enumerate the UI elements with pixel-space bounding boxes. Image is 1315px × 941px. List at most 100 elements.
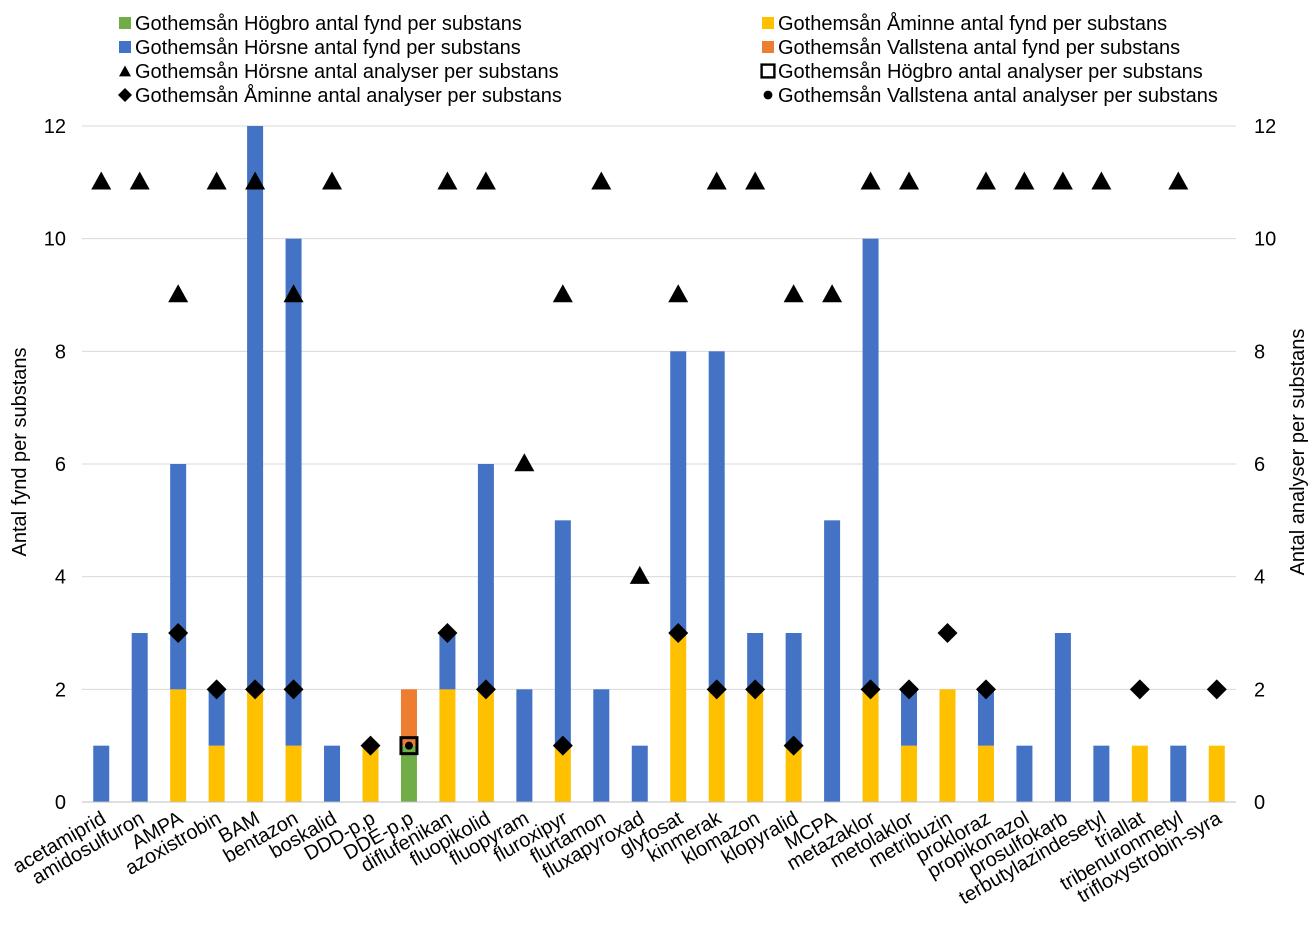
bar-segment: [285, 238, 302, 746]
bar-segment: [131, 633, 148, 802]
bar-segment: [785, 633, 802, 746]
y-tick-label-right: 12: [1254, 116, 1276, 138]
marker-diamond: [1129, 679, 1150, 700]
legend-label: Gothemsån Hörsne antal fynd per substans: [135, 37, 521, 59]
y-axis-left-ticks: 0 2 4 6 8 10 12: [44, 116, 66, 814]
marker-triangle: [783, 284, 804, 303]
marker-triangle: [899, 171, 920, 190]
legend: Gothemsån Högbro antal fynd per substans…: [118, 12, 1218, 107]
y-tick-label-right: 0: [1254, 792, 1265, 814]
marker-triangle: [91, 171, 112, 190]
bar-segment: [708, 689, 725, 802]
legend-diamond-icon: [118, 88, 132, 102]
marker-triangle: [245, 171, 266, 190]
bar-segment: [247, 689, 264, 802]
bar-segment: [977, 745, 994, 802]
bar-segment: [747, 689, 764, 802]
bar-segment: [170, 464, 187, 690]
y-tick-label-left: 8: [55, 341, 66, 363]
legend-label: Gothemsån Vallstena antal analyser per s…: [778, 85, 1218, 107]
bar-segment: [670, 633, 687, 802]
bar-segment: [862, 238, 879, 690]
bar-segment: [439, 689, 456, 802]
marker-diamond: [899, 679, 920, 700]
marker-diamond: [437, 623, 458, 643]
bar-segment: [708, 351, 725, 690]
legend-triangle-icon: [119, 65, 131, 77]
bar-segment: [208, 745, 225, 802]
marker-triangle: [475, 171, 496, 190]
marker-diamond: [937, 623, 958, 643]
bar-segment: [631, 745, 648, 802]
marker-triangle: [514, 453, 535, 472]
marker-triangle: [745, 171, 766, 190]
y-tick-label-left: 0: [55, 792, 66, 814]
marker-square-open: [399, 736, 419, 756]
bar-segment: [1054, 633, 1071, 802]
marker-diamond: [745, 679, 766, 700]
marker-triangle: [1091, 171, 1112, 190]
bar-segment: [362, 745, 379, 802]
bar-segment: [554, 520, 571, 746]
marker-triangle: [860, 171, 881, 190]
bar-segment: [1170, 745, 1187, 802]
legend-label: Gothemsån Åminne antal fynd per substans: [778, 12, 1167, 35]
marker-diamond: [706, 679, 727, 700]
y-tick-label-right: 6: [1254, 454, 1265, 476]
marker-diamond: [552, 735, 573, 756]
analysis-markers: [91, 171, 1227, 756]
gridlines: [82, 125, 1236, 690]
y-tick-label-left: 12: [44, 116, 66, 138]
legend-label: Gothemsån Hörsne antal analyser per subs…: [135, 61, 559, 83]
y-axis-left-label: Antal fynd per substans: [9, 347, 31, 556]
x-axis-tick-labels: acetamipridamidosulfuronAMPAazoxistrobin…: [9, 807, 1226, 909]
bar-segment: [670, 351, 687, 633]
y-tick-label-right: 2: [1254, 679, 1265, 701]
marker-diamond: [975, 679, 996, 700]
legend-swatch: [762, 41, 774, 53]
legend-swatch: [119, 41, 131, 53]
y-tick-label-left: 6: [55, 454, 66, 476]
bar-segment: [593, 689, 610, 802]
bar-segment: [170, 689, 187, 802]
bar-segment: [439, 633, 456, 690]
marker-triangle: [283, 284, 304, 303]
bar-segment: [516, 689, 533, 802]
marker-diamond: [475, 679, 496, 700]
bar-segment: [477, 689, 494, 802]
bar-segment: [208, 689, 225, 746]
marker-triangle: [206, 171, 227, 190]
y-tick-label-right: 10: [1254, 229, 1276, 251]
bar-segment: [400, 745, 417, 802]
legend-label: Gothemsån Högbro antal analyser per subs…: [778, 61, 1203, 83]
marker-diamond: [1206, 679, 1227, 700]
bar-segment: [1016, 745, 1033, 802]
legend-label: Gothemsån Åminne antal analyser per subs…: [135, 84, 562, 107]
y-axis-right-label: Antal analyser per substans: [1287, 329, 1309, 576]
y-tick-label-left: 4: [55, 567, 66, 589]
marker-diamond: [283, 679, 304, 700]
marker-diamond: [168, 623, 189, 643]
legend-swatch: [119, 17, 131, 29]
marker-diamond: [668, 623, 689, 643]
marker-triangle: [129, 171, 150, 190]
bar-segment: [1093, 745, 1110, 802]
marker-triangle: [706, 171, 727, 190]
y-tick-label-right: 4: [1254, 567, 1265, 589]
marker-triangle: [629, 565, 650, 584]
bar-segment: [285, 745, 302, 802]
bar-segment: [477, 464, 494, 690]
bar-segment: [901, 745, 918, 802]
bar-segment: [93, 745, 110, 802]
y-tick-label-right: 8: [1254, 341, 1265, 363]
bar-segment: [977, 689, 994, 746]
marker-triangle: [668, 284, 689, 303]
marker-triangle: [1052, 171, 1073, 190]
marker-diamond: [206, 679, 227, 700]
bar-segment: [400, 689, 417, 746]
marker-triangle: [552, 284, 573, 303]
bar-segment: [939, 689, 956, 802]
marker-diamond: [245, 679, 266, 700]
marker-triangle: [322, 171, 343, 190]
